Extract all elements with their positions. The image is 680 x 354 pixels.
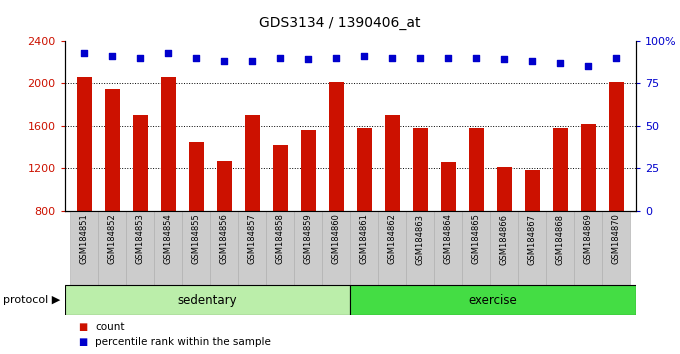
Bar [126,211,154,285]
Point [191,55,202,61]
Text: ■: ■ [78,337,88,348]
Text: exercise: exercise [469,293,517,307]
Bar [406,211,435,285]
Text: GSM184851: GSM184851 [80,213,88,264]
Text: GSM184860: GSM184860 [332,213,341,264]
Point [498,57,509,62]
Bar [413,128,428,296]
Point [443,55,454,61]
Bar [384,115,400,296]
Bar [70,211,98,285]
Bar [609,82,624,296]
Bar [350,285,636,315]
Bar [462,211,490,285]
Bar [105,88,120,296]
Text: GSM184867: GSM184867 [528,213,537,264]
Bar [581,124,596,296]
Text: GSM184861: GSM184861 [360,213,369,264]
Text: sedentary: sedentary [177,293,237,307]
Bar [356,128,372,296]
Bar [294,211,322,285]
Bar [518,211,546,285]
Text: protocol ▶: protocol ▶ [3,295,61,305]
Bar [546,211,574,285]
Point [471,55,481,61]
Text: GSM184852: GSM184852 [107,213,117,264]
Bar [182,211,210,285]
Point [79,50,90,56]
Bar [245,115,260,296]
Bar [160,77,176,296]
Bar [301,130,316,296]
Bar [188,142,204,296]
Text: GDS3134 / 1390406_at: GDS3134 / 1390406_at [259,16,421,30]
Point [583,63,594,69]
Bar [133,115,148,296]
Bar [469,128,484,296]
Text: GSM184855: GSM184855 [192,213,201,264]
Bar [273,145,288,296]
Bar [322,211,350,285]
Text: GSM184859: GSM184859 [304,213,313,264]
Point [611,55,622,61]
Bar [496,167,512,296]
Bar [435,211,462,285]
Bar [98,211,126,285]
Text: count: count [95,321,124,332]
Bar [490,211,518,285]
Text: GSM184857: GSM184857 [248,213,257,264]
Text: GSM184856: GSM184856 [220,213,228,264]
Text: GSM184858: GSM184858 [275,213,285,264]
Bar [441,162,456,296]
Point [247,58,258,64]
Bar [238,211,266,285]
Point [330,55,341,61]
Bar [553,128,568,296]
Bar [350,211,378,285]
Point [527,58,538,64]
Point [135,55,146,61]
Text: GSM184864: GSM184864 [444,213,453,264]
Point [555,60,566,65]
Text: GSM184862: GSM184862 [388,213,396,264]
Text: GSM184866: GSM184866 [500,213,509,264]
Point [387,55,398,61]
Point [107,53,118,59]
Bar [524,170,540,296]
Bar [574,211,602,285]
Text: GSM184870: GSM184870 [612,213,621,264]
Text: GSM184863: GSM184863 [415,213,425,264]
Point [163,50,173,56]
Bar [154,211,182,285]
Point [275,55,286,61]
Bar [266,211,294,285]
Text: percentile rank within the sample: percentile rank within the sample [95,337,271,348]
Point [219,58,230,64]
Text: ■: ■ [78,321,88,332]
Bar [216,161,232,296]
Text: GSM184854: GSM184854 [164,213,173,264]
Text: GSM184868: GSM184868 [556,213,564,264]
Point [303,57,313,62]
Bar [65,285,350,315]
Bar [76,77,92,296]
Bar [210,211,238,285]
Text: GSM184853: GSM184853 [136,213,145,264]
Bar [378,211,406,285]
Bar [328,82,344,296]
Point [415,55,426,61]
Text: GSM184869: GSM184869 [583,213,593,264]
Text: GSM184865: GSM184865 [472,213,481,264]
Point [359,53,370,59]
Bar [602,211,630,285]
